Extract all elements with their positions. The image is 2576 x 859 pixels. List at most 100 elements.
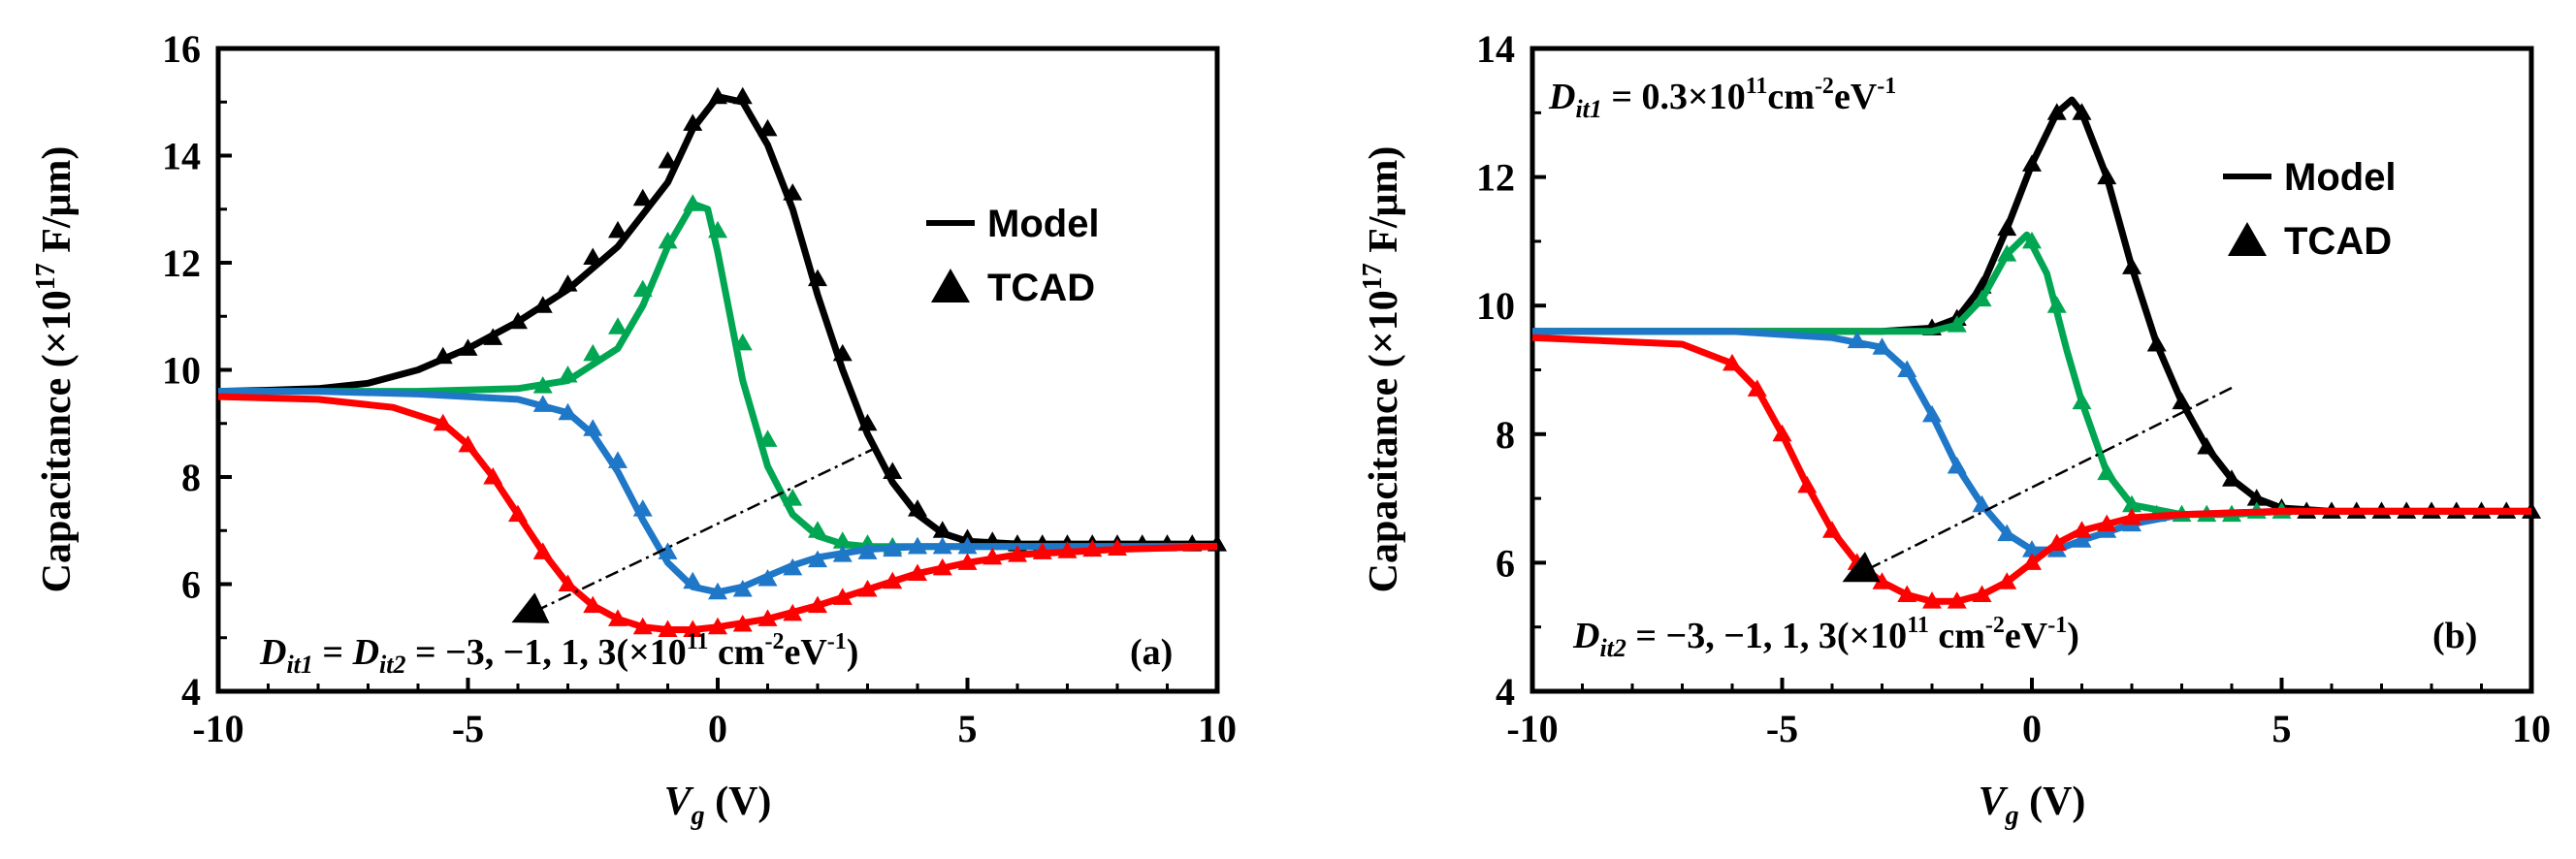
- tcad-marker: [2046, 103, 2067, 120]
- tcad-marker: [932, 557, 952, 576]
- tcad-marker: [1997, 244, 2017, 262]
- legend: Model TCAD: [2223, 156, 2397, 263]
- tcad-marker: [808, 269, 827, 287]
- y-tick-label: 12: [1476, 156, 1515, 200]
- tcad-marker: [1922, 591, 1942, 609]
- tcad-marker: [1032, 542, 1052, 559]
- x-tick-label: -10: [1506, 707, 1558, 750]
- tcad-marker: [2146, 334, 2167, 352]
- tcad-marker: [558, 402, 578, 421]
- legend-model-label: Model: [2284, 156, 2397, 199]
- tcad-marker: [732, 86, 753, 105]
- tcad-marker: [757, 609, 778, 626]
- tcad-marker: [732, 614, 753, 632]
- tcad-marker: [808, 595, 827, 614]
- tcad-marker: [558, 366, 578, 383]
- tcad-marker: [1797, 475, 1818, 493]
- tcad-marker: [883, 461, 903, 479]
- tcad-marker: [532, 395, 553, 412]
- y-tick-label: 16: [162, 27, 201, 71]
- tcad-marker: [2046, 533, 2067, 552]
- legend-tcad-marker: [931, 269, 970, 302]
- model-line-series-3: [217, 393, 1218, 633]
- tcad-marker: [583, 595, 603, 614]
- tcad-marker: [908, 563, 927, 581]
- y-tick-label: 14: [1476, 27, 1515, 71]
- y-tick-label: 4: [181, 670, 201, 714]
- tcad-marker: [1847, 331, 1867, 349]
- tcad-marker: [1723, 353, 1742, 371]
- tcad-marker: [483, 328, 503, 345]
- tcad-marker: [532, 296, 553, 313]
- tcad-marker: [783, 603, 803, 621]
- legend-model-label: Model: [987, 203, 1100, 245]
- tcad-marker: [708, 617, 727, 635]
- tcad-marker: [757, 118, 778, 137]
- tcad-marker: [558, 574, 578, 591]
- legend-tcad-marker: [2228, 222, 2267, 256]
- tcad-marker: [658, 620, 678, 637]
- x-tick-label: 0: [708, 707, 727, 750]
- tcad-marker: [1922, 404, 1942, 423]
- tcad-marker: [508, 504, 528, 523]
- tcad-marker: [832, 343, 853, 362]
- tcad-marker: [532, 542, 553, 559]
- x-tick-label: -5: [452, 707, 484, 750]
- y-tick-label: 10: [162, 349, 201, 393]
- tcad-marker: [1772, 424, 1792, 442]
- tcad-marker: [832, 545, 853, 562]
- x-tick-label: -10: [192, 707, 243, 750]
- tcad-marker: [1947, 591, 1967, 609]
- x-axis-title: Vg (V): [664, 779, 772, 831]
- tcad-marker: [957, 553, 978, 570]
- tcad-marker: [857, 542, 878, 559]
- tcad-marker: [683, 620, 703, 637]
- tcad-marker: [2072, 392, 2092, 410]
- tcad-marker: [732, 333, 753, 351]
- x-tick-label: 10: [2512, 707, 2551, 750]
- tcad-marker: [1108, 538, 1127, 556]
- model-line-series-1: [1532, 231, 2531, 519]
- tcad-marker: [932, 521, 952, 538]
- tcad-marker: [2022, 231, 2042, 249]
- trend-arrow: [1842, 386, 2233, 583]
- x-axis-title: Vg (V): [1979, 779, 2086, 831]
- tcad-marker: [957, 536, 978, 555]
- tcad-marker: [757, 568, 778, 587]
- tcad-marker: [857, 413, 878, 431]
- dit1-annotation: Dit1 = 0.3×1011cm-2eV-1: [1548, 74, 1896, 123]
- model-line-series-0: [1532, 96, 2531, 515]
- tcad-marker: [658, 151, 678, 169]
- tcad-marker: [583, 419, 603, 436]
- tcad-marker: [1082, 539, 1103, 557]
- tcad-marker: [632, 617, 653, 635]
- tcad-marker: [2022, 540, 2042, 557]
- tcad-marker: [1997, 524, 2017, 542]
- tcad-marker: [883, 571, 903, 589]
- tcad-marker: [783, 183, 803, 201]
- trend-arrow: [511, 445, 879, 623]
- tcad-marker: [982, 547, 1003, 565]
- tcad-marker: [608, 220, 628, 239]
- tcad-marker: [2122, 507, 2141, 525]
- tcad-marker: [2246, 489, 2267, 506]
- x-tick-label: 5: [958, 707, 978, 750]
- tcad-marker: [683, 113, 703, 131]
- tcad-marker: [2122, 257, 2141, 274]
- tcad-marker: [832, 531, 853, 549]
- panel-label: (a): [1130, 632, 1173, 673]
- tcad-marker: [2197, 437, 2217, 455]
- tcad-marker: [632, 279, 653, 298]
- x-tick-label: -5: [1766, 707, 1798, 750]
- tcad-marker: [1972, 585, 1992, 603]
- tcad-marker: [1947, 315, 1967, 333]
- tcad-marker: [658, 231, 678, 249]
- tcad-marker: [1997, 572, 2017, 589]
- tcad-marker: [508, 311, 528, 330]
- tcad-marker: [583, 343, 603, 362]
- x-tick-label: 0: [2022, 707, 2042, 750]
- tcad-marker: [1972, 289, 1992, 307]
- tcad-marker: [1008, 545, 1027, 562]
- tcad-marker: [658, 542, 678, 559]
